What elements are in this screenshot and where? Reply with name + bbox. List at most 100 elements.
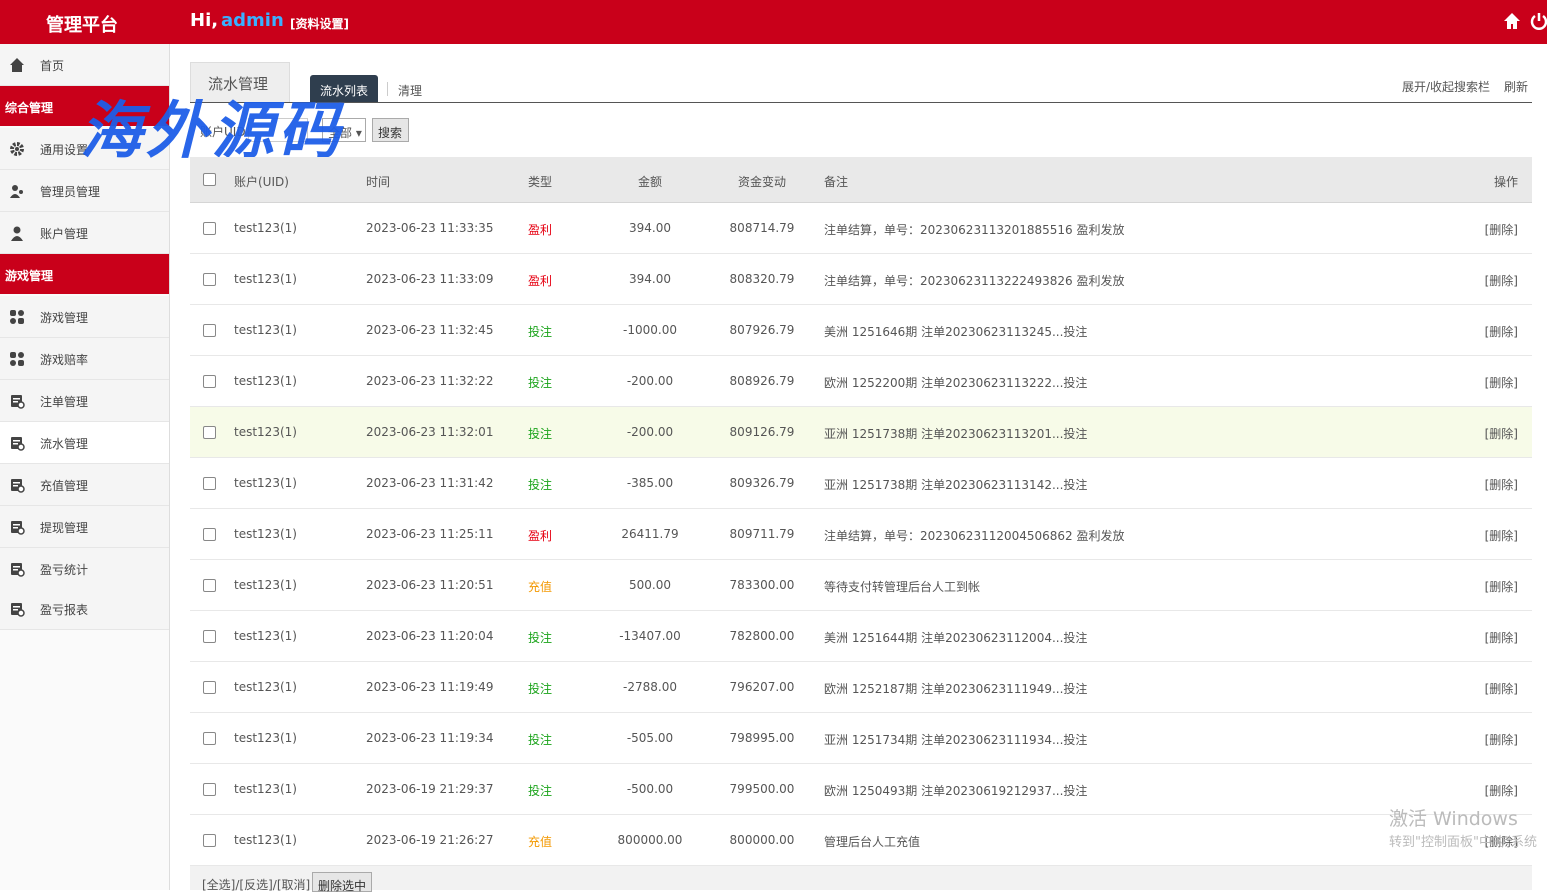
cell-remark: 管理后台人工充值: [824, 835, 921, 849]
sidebar-item[interactable]: 充值管理: [0, 464, 169, 506]
row-checkbox[interactable]: [203, 375, 216, 388]
cell-action[interactable]: [删除]: [1484, 733, 1518, 747]
logout-icon[interactable]: [1529, 11, 1547, 31]
cell-change: 798995.00: [729, 731, 795, 745]
tab-line: [190, 102, 1532, 103]
sidebar-item[interactable]: 管理员管理: [0, 170, 169, 212]
brand: 管理平台: [46, 15, 118, 36]
search-select[interactable]: 全部 ▾: [322, 118, 366, 142]
table-row: test123(1) 2023-06-23 11:19:49 投注 -2788.00 7…: [190, 662, 1532, 713]
greeting: Hi,: [190, 10, 219, 31]
row-checkbox[interactable]: [203, 528, 216, 541]
cell-type: 盈利: [527, 274, 552, 288]
user-name[interactable]: admin: [221, 10, 284, 31]
watermark: 海外源码: [80, 94, 345, 167]
sidebar-item[interactable]: 提现管理: [0, 506, 169, 548]
column-header: 操作: [1493, 175, 1518, 189]
cell-action[interactable]: [删除]: [1484, 325, 1518, 339]
column-header: 资金变动: [737, 175, 786, 189]
home-icon[interactable]: [1502, 11, 1522, 31]
cell-type: 投注: [527, 784, 552, 798]
sidebar-icon: [11, 521, 25, 535]
sidebar-label: 游戏赔率: [40, 353, 89, 367]
sidebar: 首页 综合管理 通用设置 管理员管理 账户管理 游戏管理 游戏管理 游戏赔率 注单管理 流水管理充…: [0, 44, 170, 890]
sidebar-item[interactable]: 游戏赔率: [0, 338, 169, 380]
row-checkbox[interactable]: [203, 324, 216, 337]
cell-amount: -500.00: [626, 782, 674, 796]
cell-amount: 26411.79: [621, 527, 679, 541]
cell-remark: 注单结算，单号：20230623112004506862 盈利发放: [824, 529, 1125, 543]
cell-action[interactable]: [删除]: [1484, 682, 1518, 696]
sidebar-label: 通用设置: [40, 143, 89, 157]
cell-time: 2023-06-23 11:32:01: [366, 425, 494, 439]
cell-action[interactable]: [删除]: [1484, 376, 1518, 390]
table-row: test123(1) 2023-06-19 21:29:37 投注 -500.00 79…: [190, 764, 1532, 815]
delete-selected[interactable]: 删除选中: [312, 872, 373, 893]
tab-active[interactable]: 流水列表: [310, 75, 378, 102]
sidebar-item[interactable]: 流水管理: [0, 422, 169, 464]
cell-change: 808926.79: [729, 374, 795, 388]
sidebar-icon: [11, 603, 25, 617]
row-checkbox[interactable]: [203, 630, 216, 643]
sidebar-item[interactable]: 注单管理: [0, 380, 169, 422]
toggle-search[interactable]: 展开/收起搜索栏: [1402, 80, 1491, 94]
table-row: test123(1) 2023-06-23 11:32:01 投注 -200.00 80…: [190, 407, 1532, 458]
cell-remark: 等待支付转管理后台人工到帐: [824, 580, 981, 594]
sidebar-icon: [10, 58, 24, 72]
cell-remark: 注单结算，单号：20230623113222493826 盈利发放: [824, 274, 1125, 288]
cell-time: 2023-06-23 11:20:04: [366, 629, 494, 643]
sidebar-item[interactable]: 通用设置: [0, 128, 169, 170]
table-row: test123(1) 2023-06-23 11:19:34 投注 -505.00 79…: [190, 713, 1532, 764]
cell-amount: -200.00: [626, 425, 674, 439]
sidebar-icon: [10, 142, 24, 156]
column-header: 时间: [366, 175, 391, 189]
sidebar-icon: [10, 352, 24, 366]
row-checkbox[interactable]: [203, 783, 216, 796]
row-checkbox[interactable]: [203, 222, 216, 235]
sidebar-item[interactable]: 盈亏统计: [0, 548, 169, 590]
cell-action[interactable]: [删除]: [1484, 631, 1518, 645]
cell-action[interactable]: [删除]: [1484, 784, 1518, 798]
cell-time: 2023-06-23 11:33:35: [366, 221, 494, 235]
row-checkbox[interactable]: [203, 477, 216, 490]
table-row: test123(1) 2023-06-23 11:20:51 充值 500.00 783…: [190, 560, 1532, 611]
cell-amount: 500.00: [629, 578, 671, 592]
cell-action[interactable]: [删除]: [1484, 223, 1518, 237]
cell-time: 2023-06-23 11:25:11: [366, 527, 494, 541]
sidebar-label: 流水管理: [40, 437, 89, 451]
cell-action[interactable]: [删除]: [1484, 427, 1518, 441]
cell-action[interactable]: [删除]: [1484, 478, 1518, 492]
sidebar-item[interactable]: 账户管理: [0, 212, 169, 254]
cell-action[interactable]: [删除]: [1484, 835, 1518, 849]
cell-remark: 美洲 1251646期 注单20230623113245...投注: [824, 325, 1088, 339]
search-input[interactable]: [248, 118, 308, 142]
cell-amount: -505.00: [626, 731, 674, 745]
cell-type: 投注: [527, 376, 552, 390]
row-checkbox[interactable]: [203, 732, 216, 745]
profile-link[interactable]: [资料设置]: [290, 17, 349, 31]
refresh[interactable]: 刷新: [1504, 80, 1529, 94]
tab-clean[interactable]: 清理: [398, 84, 423, 98]
cell-action[interactable]: [删除]: [1484, 580, 1518, 594]
cell-action[interactable]: [删除]: [1484, 274, 1518, 288]
os-notice-title: 激活 Windows: [1389, 808, 1518, 830]
sidebar-item[interactable]: 游戏管理: [0, 296, 169, 338]
row-checkbox[interactable]: [203, 579, 216, 592]
search-button[interactable]: 搜索: [372, 118, 409, 142]
row-checkbox[interactable]: [203, 273, 216, 286]
sidebar-label: 首页: [40, 59, 65, 73]
header-checkbox[interactable]: [203, 173, 216, 186]
row-checkbox[interactable]: [203, 834, 216, 847]
select-links[interactable]: [全选]/[反选]/[取消]: [202, 878, 311, 892]
sidebar-icon: [10, 310, 24, 324]
row-checkbox[interactable]: [203, 681, 216, 694]
sidebar-item[interactable]: 首页: [0, 44, 169, 86]
column-header: 类型: [527, 175, 552, 189]
cell-remark: 亚洲 1251734期 注单20230623111934...投注: [824, 733, 1088, 747]
row-checkbox[interactable]: [203, 426, 216, 439]
sidebar-item[interactable]: 盈亏报表: [0, 588, 169, 630]
cell-action[interactable]: [删除]: [1484, 529, 1518, 543]
sidebar-icon: [11, 395, 25, 409]
sidebar-label: 账户管理: [40, 227, 89, 241]
